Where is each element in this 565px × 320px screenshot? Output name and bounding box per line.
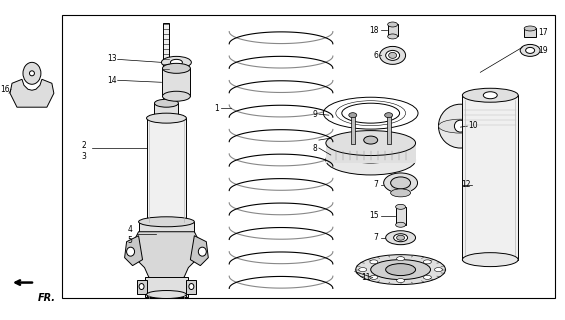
Ellipse shape <box>359 268 367 272</box>
Ellipse shape <box>349 113 357 118</box>
Ellipse shape <box>23 62 41 84</box>
Ellipse shape <box>389 52 397 58</box>
Ellipse shape <box>525 47 534 53</box>
Ellipse shape <box>370 260 378 264</box>
Text: 3: 3 <box>81 151 86 161</box>
Ellipse shape <box>139 284 144 290</box>
Ellipse shape <box>386 231 415 245</box>
Ellipse shape <box>344 143 398 163</box>
Ellipse shape <box>323 97 418 129</box>
Text: 11: 11 <box>361 273 371 282</box>
Bar <box>145 276 188 297</box>
Ellipse shape <box>396 204 406 209</box>
Text: 12: 12 <box>461 180 470 189</box>
Text: 4: 4 <box>127 225 132 234</box>
Ellipse shape <box>397 257 405 260</box>
Ellipse shape <box>189 284 194 290</box>
Ellipse shape <box>438 119 483 133</box>
Ellipse shape <box>394 234 407 242</box>
Ellipse shape <box>342 103 399 123</box>
Text: 6: 6 <box>374 51 379 60</box>
Text: 14: 14 <box>107 76 116 85</box>
Ellipse shape <box>370 275 378 279</box>
Ellipse shape <box>388 22 398 27</box>
Ellipse shape <box>384 173 418 193</box>
Ellipse shape <box>388 34 398 39</box>
Bar <box>138 222 194 236</box>
Bar <box>390 183 411 193</box>
Bar <box>137 280 146 293</box>
Bar <box>388 25 398 36</box>
Ellipse shape <box>423 275 431 279</box>
Bar <box>396 207 406 225</box>
Ellipse shape <box>154 99 179 107</box>
Ellipse shape <box>162 56 192 68</box>
Ellipse shape <box>171 60 182 65</box>
Ellipse shape <box>385 113 393 118</box>
Bar <box>524 28 536 37</box>
Text: 18: 18 <box>369 26 379 35</box>
Text: 7: 7 <box>374 233 379 242</box>
Ellipse shape <box>397 279 405 283</box>
Ellipse shape <box>127 247 134 256</box>
Bar <box>146 118 186 225</box>
Ellipse shape <box>29 71 34 76</box>
Ellipse shape <box>386 264 415 276</box>
Bar <box>326 143 415 163</box>
Ellipse shape <box>326 131 415 156</box>
Ellipse shape <box>397 235 405 240</box>
Bar <box>62 14 555 299</box>
Ellipse shape <box>454 120 466 132</box>
Text: FR.: FR. <box>38 292 56 302</box>
Ellipse shape <box>524 26 536 31</box>
Ellipse shape <box>163 63 190 73</box>
Bar <box>163 22 170 110</box>
Polygon shape <box>125 236 142 266</box>
Ellipse shape <box>380 46 406 64</box>
Ellipse shape <box>423 260 431 264</box>
Ellipse shape <box>396 222 406 227</box>
Ellipse shape <box>198 247 206 256</box>
Bar <box>146 294 186 297</box>
Text: 8: 8 <box>312 144 317 153</box>
Text: 17: 17 <box>538 28 547 37</box>
Text: 7: 7 <box>374 180 379 189</box>
Polygon shape <box>10 79 54 107</box>
Ellipse shape <box>438 104 483 148</box>
Ellipse shape <box>371 260 431 280</box>
Bar <box>462 95 518 260</box>
Text: 2: 2 <box>81 140 86 149</box>
Text: 10: 10 <box>468 121 478 130</box>
Bar <box>386 116 390 144</box>
Text: 1: 1 <box>215 104 219 113</box>
Text: 19: 19 <box>538 46 547 55</box>
Ellipse shape <box>520 44 540 56</box>
Ellipse shape <box>356 255 445 284</box>
Ellipse shape <box>386 50 399 60</box>
Bar <box>186 280 197 293</box>
Ellipse shape <box>163 91 190 101</box>
Ellipse shape <box>146 291 186 299</box>
Ellipse shape <box>390 177 411 189</box>
Ellipse shape <box>364 136 377 144</box>
Text: 16: 16 <box>1 85 10 94</box>
Polygon shape <box>190 236 208 266</box>
Text: 5: 5 <box>127 236 132 245</box>
Bar <box>154 103 179 121</box>
Polygon shape <box>133 232 201 282</box>
Ellipse shape <box>326 145 415 175</box>
Bar <box>351 116 355 144</box>
Bar <box>163 68 190 96</box>
Ellipse shape <box>390 189 411 197</box>
Text: 9: 9 <box>312 110 317 119</box>
Ellipse shape <box>434 268 442 272</box>
Ellipse shape <box>146 113 186 123</box>
Ellipse shape <box>462 253 518 267</box>
Ellipse shape <box>462 88 518 102</box>
Text: 15: 15 <box>369 211 379 220</box>
Ellipse shape <box>138 217 194 227</box>
Text: 13: 13 <box>107 54 116 63</box>
Ellipse shape <box>483 92 497 99</box>
